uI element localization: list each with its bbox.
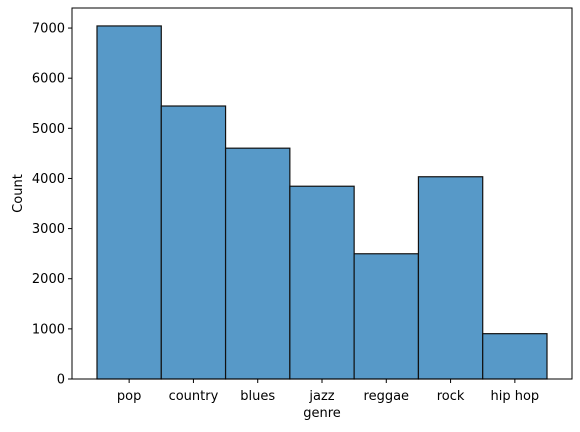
y-tick-label: 5000 <box>32 122 65 137</box>
y-tick-label: 0 <box>57 373 65 388</box>
bar-hip-hop <box>482 333 548 380</box>
y-tick-label: 4000 <box>32 172 65 187</box>
y-axis-ticks: 0 1000 2000 3000 4000 5000 6000 7000 <box>32 22 72 388</box>
x-tick-label: blues <box>240 389 275 404</box>
y-axis-label: Count <box>11 174 26 213</box>
x-tick-label: rock <box>437 389 465 404</box>
x-tick-label: hip hop <box>491 389 540 404</box>
y-tick-label: 7000 <box>32 22 65 37</box>
y-tick-label: 6000 <box>32 72 65 87</box>
x-tick-label: pop <box>117 389 141 404</box>
y-tick-label: 2000 <box>32 272 65 287</box>
x-axis-ticks: pop country blues jazz reggae rock hip hop <box>117 379 539 404</box>
bars-group <box>96 25 548 380</box>
x-axis-label: genre <box>303 406 341 421</box>
y-tick-label: 1000 <box>32 322 65 337</box>
bar-pop <box>96 25 162 380</box>
x-tick-label: reggae <box>364 389 410 404</box>
bar-reggae <box>353 253 420 380</box>
axes-frame <box>71 7 573 380</box>
x-tick-label: jazz <box>308 389 334 404</box>
bar-rock <box>417 176 484 380</box>
bar-blues <box>224 147 291 380</box>
y-tick-label: 3000 <box>32 222 65 237</box>
x-tick-label: country <box>169 389 219 404</box>
bar-country <box>160 105 227 380</box>
bar-jazz <box>289 185 355 380</box>
